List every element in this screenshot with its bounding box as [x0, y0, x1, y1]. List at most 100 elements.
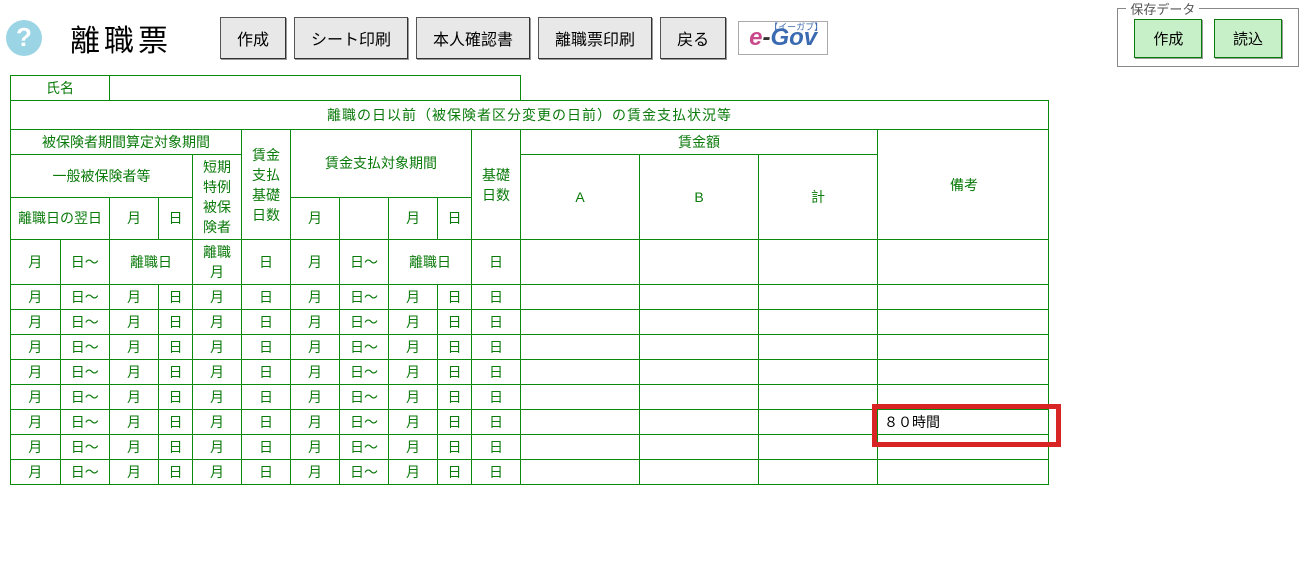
cell[interactable]: 日	[159, 310, 193, 335]
cell[interactable]: 月	[389, 435, 438, 460]
cell[interactable]	[521, 285, 640, 310]
cell[interactable]: 日	[472, 410, 521, 435]
cell[interactable]: 月	[11, 240, 61, 285]
cell[interactable]	[759, 435, 878, 460]
cell[interactable]: 月	[389, 410, 438, 435]
cell[interactable]: 日	[242, 460, 291, 485]
cell[interactable]	[640, 435, 759, 460]
cell[interactable]: 月	[11, 335, 61, 360]
cell[interactable]	[759, 410, 878, 435]
cell[interactable]: 日	[472, 310, 521, 335]
cell[interactable]: 月	[11, 410, 61, 435]
cell[interactable]: 離職日	[110, 240, 193, 285]
id-doc-button[interactable]: 本人確認書	[416, 17, 530, 59]
cell[interactable]: 日	[159, 285, 193, 310]
remarks-cell[interactable]	[878, 385, 1049, 410]
cell[interactable]: 月	[389, 360, 438, 385]
cell[interactable]: 日～	[60, 410, 110, 435]
remarks-cell[interactable]	[878, 435, 1049, 460]
cell[interactable]: 日～	[60, 310, 110, 335]
cell[interactable]: 日	[159, 410, 193, 435]
cell[interactable]	[640, 335, 759, 360]
cell[interactable]: 日	[438, 410, 472, 435]
cell[interactable]: 月	[291, 360, 340, 385]
cell[interactable]: 月	[291, 285, 340, 310]
cell[interactable]: 日～	[340, 335, 389, 360]
cell[interactable]: 日	[472, 435, 521, 460]
cell[interactable]: 離職日	[389, 240, 472, 285]
cell[interactable]: 日～	[60, 360, 110, 385]
cell[interactable]	[521, 435, 640, 460]
cell[interactable]: 日～	[60, 435, 110, 460]
cell[interactable]: 月	[193, 460, 242, 485]
cell[interactable]: 月	[11, 285, 61, 310]
egov-logo[interactable]: 【イーガブ】 e-Gov	[738, 21, 828, 55]
cell[interactable]	[759, 360, 878, 385]
cell[interactable]: 日	[159, 335, 193, 360]
cell[interactable]: 日	[159, 360, 193, 385]
back-button[interactable]: 戻る	[660, 17, 726, 59]
cell[interactable]: 月	[11, 385, 61, 410]
cell[interactable]: 日～	[60, 385, 110, 410]
cell[interactable]: 月	[389, 310, 438, 335]
cell[interactable]: 月	[11, 360, 61, 385]
print-form-button[interactable]: 離職票印刷	[538, 17, 652, 59]
cell[interactable]	[521, 310, 640, 335]
create-button[interactable]: 作成	[220, 17, 286, 59]
cell[interactable]: 離職月	[193, 240, 242, 285]
cell[interactable]	[521, 360, 640, 385]
cell[interactable]: 日	[242, 240, 291, 285]
cell[interactable]: 月	[291, 310, 340, 335]
cell[interactable]	[759, 310, 878, 335]
cell[interactable]: 日～	[60, 335, 110, 360]
cell[interactable]: 日	[438, 435, 472, 460]
remarks-cell[interactable]	[878, 335, 1049, 360]
cell[interactable]	[640, 460, 759, 485]
cell[interactable]: 日	[472, 285, 521, 310]
cell[interactable]	[521, 410, 640, 435]
cell[interactable]: 日～	[340, 435, 389, 460]
cell[interactable]: 月	[110, 335, 159, 360]
cell[interactable]: 日	[438, 460, 472, 485]
cell[interactable]: 日	[472, 460, 521, 485]
remarks-cell[interactable]	[878, 310, 1049, 335]
cell[interactable]: 月	[193, 335, 242, 360]
cell[interactable]	[640, 240, 759, 285]
name-field[interactable]	[110, 76, 521, 101]
cell[interactable]: 日	[242, 435, 291, 460]
cell[interactable]: 月	[389, 460, 438, 485]
cell[interactable]: 月	[291, 410, 340, 435]
cell[interactable]: 月	[110, 410, 159, 435]
remarks-cell[interactable]	[878, 285, 1049, 310]
cell[interactable]: 日～	[60, 240, 110, 285]
cell[interactable]: 月	[193, 435, 242, 460]
cell[interactable]: 日	[438, 360, 472, 385]
cell[interactable]: 日	[472, 240, 521, 285]
cell[interactable]: 日	[242, 285, 291, 310]
remarks-cell[interactable]	[878, 460, 1049, 485]
cell[interactable]: 日	[438, 385, 472, 410]
cell[interactable]: 日～	[60, 460, 110, 485]
cell[interactable]	[521, 460, 640, 485]
cell[interactable]	[640, 285, 759, 310]
cell[interactable]	[759, 460, 878, 485]
cell[interactable]	[521, 385, 640, 410]
cell[interactable]	[521, 240, 640, 285]
cell[interactable]: 日～	[340, 385, 389, 410]
remarks-cell[interactable]: ８０時間	[878, 410, 1049, 435]
cell[interactable]: 日	[472, 385, 521, 410]
cell[interactable]: 日～	[340, 360, 389, 385]
cell[interactable]: 月	[193, 360, 242, 385]
cell[interactable]: 月	[110, 385, 159, 410]
cell[interactable]: 日～	[340, 410, 389, 435]
cell[interactable]: 日	[472, 360, 521, 385]
cell[interactable]: 月	[291, 435, 340, 460]
cell[interactable]: 月	[389, 385, 438, 410]
cell[interactable]: 月	[193, 310, 242, 335]
cell[interactable]: 日	[159, 435, 193, 460]
cell[interactable]: 月	[110, 360, 159, 385]
cell[interactable]	[759, 335, 878, 360]
cell[interactable]	[640, 360, 759, 385]
cell[interactable]: 月	[110, 435, 159, 460]
cell[interactable]: 日～	[60, 285, 110, 310]
